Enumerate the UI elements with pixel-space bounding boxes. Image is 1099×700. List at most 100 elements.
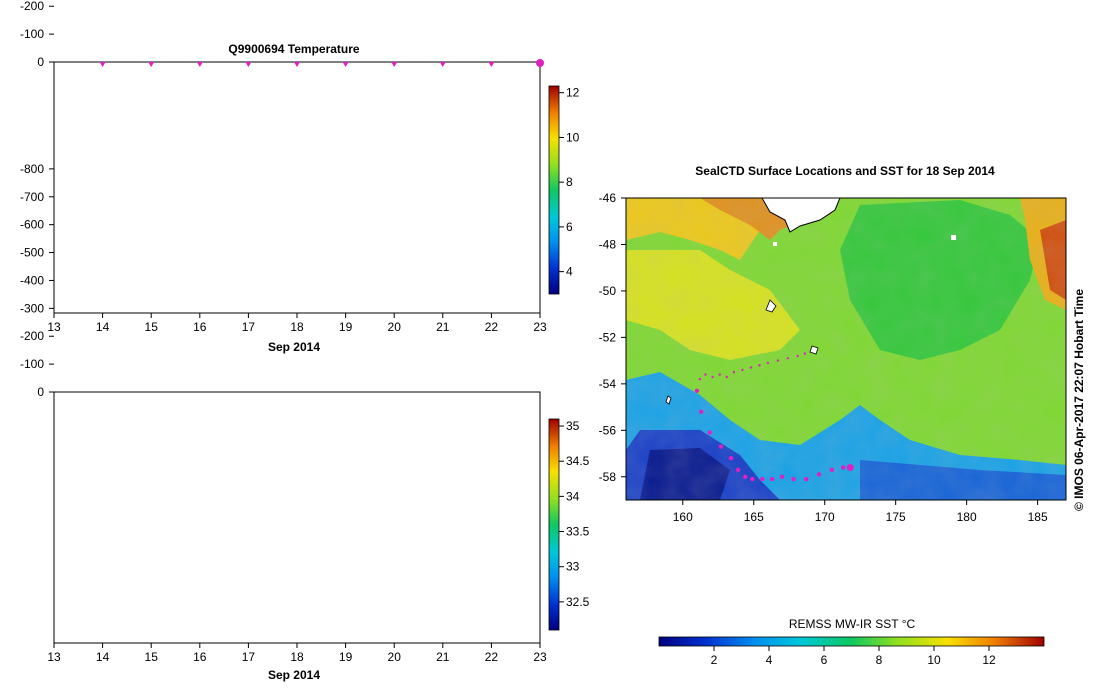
latest-surfacing-marker — [536, 59, 544, 67]
seal-track — [694, 352, 854, 482]
map-x-tick-label: 170 — [815, 510, 835, 524]
x-tick-label: 22 — [485, 650, 499, 664]
track-point — [796, 354, 799, 358]
sst-colorbar-tick-label: 10 — [927, 653, 941, 667]
track-point — [735, 467, 741, 472]
temperature-frame — [53, 61, 541, 314]
map-axes: 160 165 170 175 180 185 -46 -48 -50 -52 -54 -56 -58 — [599, 191, 1048, 524]
temperature-title: Q9900694 Temperature — [228, 42, 360, 56]
colorbar-tick-label: 33.5 — [566, 525, 590, 539]
y-tick-label: -800 — [20, 162, 44, 176]
map-y-tick-label: -46 — [599, 191, 617, 205]
temperature-colorbar — [548, 85, 560, 295]
map-y-tick-label: -48 — [599, 237, 617, 251]
x-tick-label: 19 — [339, 320, 353, 334]
sst-colorbar-tick-label: 8 — [876, 653, 883, 667]
track-point — [804, 476, 809, 482]
x-tick-label: 16 — [193, 650, 207, 664]
y-tick-label: -200 — [20, 329, 44, 343]
island-auckland — [765, 299, 777, 313]
track-point — [725, 375, 728, 379]
x-tick-label: 23 — [533, 650, 547, 664]
x-tick-label: 15 — [145, 650, 159, 664]
y-tick-label: -500 — [20, 246, 44, 260]
sst-field — [626, 198, 1066, 500]
surfacing-marker — [488, 62, 495, 67]
y-tick-label: -200 — [20, 0, 44, 13]
track-point — [841, 465, 846, 470]
track-point — [743, 474, 748, 479]
map-x-tick-label: 160 — [673, 510, 693, 524]
x-tick-label: 22 — [485, 320, 499, 334]
salinity-axes: 13 14 15 16 17 18 19 20 21 22 23 0 -100 -200 -300 -400 -… — [20, 162, 547, 664]
map-frame — [625, 197, 1067, 501]
y-tick-label: -300 — [20, 301, 44, 315]
x-tick-label: 13 — [47, 650, 61, 664]
surfacing-marker — [391, 62, 398, 67]
sst-colorbar-tick-label: 12 — [982, 653, 996, 667]
y-tick-label: 0 — [37, 385, 44, 399]
x-tick-label: 13 — [47, 320, 61, 334]
temperature-colorbar-ticks: 4 6 8 10 12 — [559, 86, 580, 279]
credit-text: © IMOS 06-Apr-2017 22:07 Hobart Time — [1072, 289, 1086, 511]
track-point — [698, 378, 701, 381]
x-tick-label: 23 — [533, 320, 547, 334]
track-point — [749, 366, 753, 369]
track-point — [750, 476, 755, 482]
map-y-tick-label: -54 — [599, 377, 617, 391]
track-point — [704, 373, 707, 376]
track-point — [758, 364, 761, 367]
y-tick-label: -100 — [20, 357, 44, 371]
map-y-tick-label: -58 — [599, 470, 617, 484]
map-x-tick-label: 175 — [886, 510, 906, 524]
track-point — [707, 430, 712, 435]
sst-colorbar-tick-label: 6 — [821, 653, 828, 667]
x-tick-label: 19 — [339, 650, 353, 664]
island-snares — [773, 242, 777, 246]
track-point — [816, 472, 822, 477]
colorbar-tick-label: 8 — [566, 175, 573, 189]
colorbar-tick-label: 10 — [566, 130, 580, 144]
sst-map-panel: SealCTD Surface Locations and SST for 18… — [599, 164, 1067, 667]
colorbar-tick-label: 32.5 — [566, 595, 590, 609]
x-tick-label: 17 — [242, 320, 256, 334]
track-point — [779, 474, 785, 479]
temperature-axes: 13 14 15 16 17 18 19 20 21 22 23 0 -100 -200 -300 -400 -… — [20, 0, 547, 334]
surfacing-marker — [439, 62, 446, 67]
track-point — [760, 476, 765, 482]
track-point — [718, 373, 721, 376]
y-tick-label: -700 — [20, 190, 44, 204]
surfacing-markers — [99, 59, 544, 67]
track-point — [791, 476, 796, 482]
map-y-tick-label: -50 — [599, 284, 617, 298]
colorbar-tick-label: 6 — [566, 220, 573, 234]
y-tick-label: -100 — [20, 27, 44, 41]
x-tick-label: 21 — [436, 320, 450, 334]
x-tick-label: 16 — [193, 320, 207, 334]
x-tick-label: 20 — [388, 320, 402, 334]
temperature-xlabel: Sep 2014 — [268, 340, 320, 354]
sst-colorbar-tick-label: 4 — [766, 653, 773, 667]
track-point — [728, 456, 734, 461]
x-tick-label: 14 — [96, 320, 110, 334]
map-x-tick-label: 180 — [957, 510, 977, 524]
sst-colorbar — [658, 636, 1045, 647]
map-x-tick-label: 185 — [1028, 510, 1048, 524]
sst-texture — [626, 198, 1066, 500]
track-point — [786, 357, 789, 360]
y-tick-label: 0 — [37, 55, 44, 69]
x-tick-label: 17 — [242, 650, 256, 664]
sst-colorbar-tick-label: 2 — [711, 653, 718, 667]
track-point — [829, 467, 834, 472]
map-y-tick-label: -52 — [599, 330, 617, 344]
y-tick-label: -400 — [20, 273, 44, 287]
x-tick-label: 18 — [290, 650, 304, 664]
land-south-island — [761, 198, 841, 233]
latest-location-marker — [846, 463, 854, 471]
island-macquarie — [665, 395, 672, 405]
salinity-colorbar-ticks: 32.5 33 33.5 34 34.5 35 — [559, 419, 590, 609]
colorbar-tick-label: 34.5 — [566, 454, 590, 468]
island-campbell — [809, 345, 819, 355]
map-y-tick-label: -56 — [599, 423, 617, 437]
x-tick-label: 21 — [436, 650, 450, 664]
